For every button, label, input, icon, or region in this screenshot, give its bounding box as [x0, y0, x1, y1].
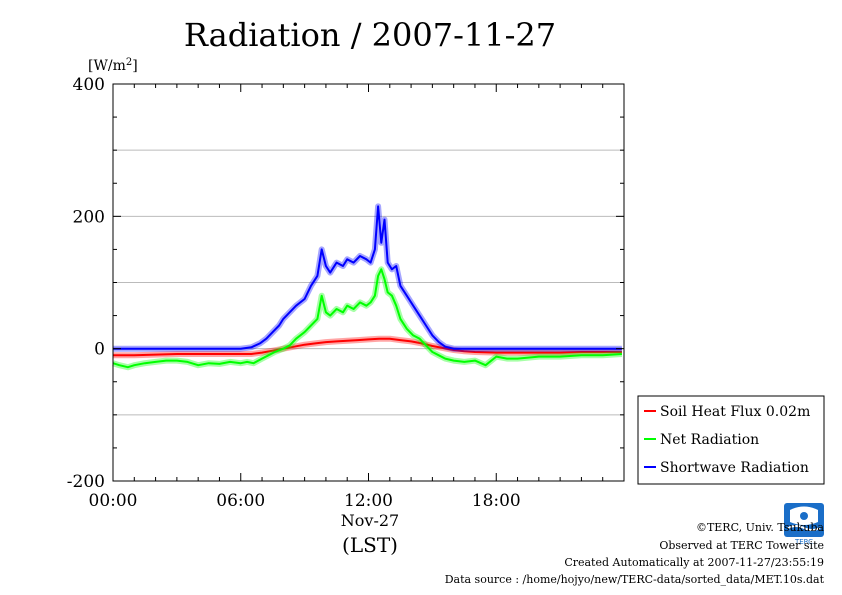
credit-created: Created Automatically at 2007-11-27/23:5… [564, 556, 824, 569]
y-tick-label: 400 [73, 75, 105, 95]
x-tick-label: 12:00 [344, 491, 393, 511]
series-line [113, 337, 622, 357]
legend-label: Net Radiation [660, 432, 759, 448]
y-tick-label: 200 [73, 207, 105, 227]
gridlines [113, 149, 624, 416]
series-line-halo [113, 203, 622, 352]
x-tick-label: 06:00 [216, 491, 265, 511]
legend-label: Soil Heat Flux 0.02m [660, 404, 810, 420]
chart-title: Radiation / 2007-11-27 [184, 16, 556, 54]
series-line [113, 205, 622, 350]
legend-box [637, 395, 825, 485]
logo-text: TERC [794, 538, 813, 546]
x-axis-label: (LST) [342, 533, 398, 557]
credit-copyright: ©TERC, Univ. Tsukuba [696, 521, 824, 534]
y-tick-label: 0 [94, 340, 105, 360]
series-line [112, 268, 622, 369]
x-tick-label: 18:00 [472, 491, 521, 511]
legend-label: Shortwave Radiation [660, 460, 809, 476]
credit-site: Observed at TERC Tower site [659, 539, 824, 552]
legend: Soil Heat Flux 0.02m Net Radiation Shortwa… [637, 395, 825, 485]
y-axis-unit-label: [W/m2] [88, 57, 138, 74]
x-tick-label: 00:00 [89, 491, 138, 511]
axis-ticks: -200 0 200 400 00:00 06:00 12:00 18:00 [67, 75, 625, 511]
credit-data-source: Data source : /home/hojyo/new/TERC-data/… [445, 573, 825, 586]
y-tick-label: -200 [67, 472, 105, 492]
terc-logo-icon [784, 503, 824, 537]
x-axis-date-label: Nov-27 [341, 511, 399, 530]
series-layer [112, 203, 623, 371]
